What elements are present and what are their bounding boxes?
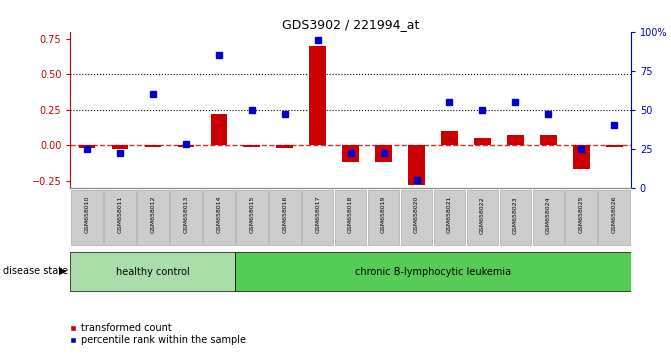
FancyBboxPatch shape [368, 190, 399, 245]
Text: GSM658026: GSM658026 [612, 196, 617, 233]
FancyBboxPatch shape [599, 190, 630, 245]
Bar [309, 46, 326, 145]
Text: GSM658024: GSM658024 [546, 196, 551, 234]
Text: GSM658016: GSM658016 [282, 196, 287, 233]
Text: GSM658021: GSM658021 [447, 196, 452, 233]
Text: GSM658017: GSM658017 [315, 196, 320, 233]
Text: GSM658012: GSM658012 [150, 196, 156, 233]
Bar [507, 135, 523, 145]
Legend: transformed count, percentile rank within the sample: transformed count, percentile rank withi… [65, 319, 250, 349]
Bar [606, 145, 623, 147]
Bar [111, 145, 128, 149]
FancyBboxPatch shape [302, 190, 333, 245]
FancyBboxPatch shape [137, 190, 168, 245]
FancyBboxPatch shape [71, 190, 103, 245]
Bar [442, 131, 458, 145]
FancyBboxPatch shape [70, 252, 236, 291]
Bar [244, 145, 260, 147]
Bar [573, 145, 590, 169]
Text: GSM658015: GSM658015 [249, 196, 254, 233]
Bar [342, 145, 359, 162]
Bar [540, 135, 556, 145]
FancyBboxPatch shape [401, 190, 432, 245]
Text: chronic B-lymphocytic leukemia: chronic B-lymphocytic leukemia [355, 267, 511, 277]
FancyBboxPatch shape [269, 190, 301, 245]
Text: GSM658025: GSM658025 [579, 196, 584, 233]
Bar [408, 145, 425, 185]
Text: disease state: disease state [3, 266, 68, 276]
Text: GSM658014: GSM658014 [216, 196, 221, 233]
Bar [211, 114, 227, 145]
Text: healthy control: healthy control [116, 267, 190, 277]
FancyBboxPatch shape [104, 190, 136, 245]
Text: GSM658023: GSM658023 [513, 196, 518, 234]
FancyBboxPatch shape [236, 252, 631, 291]
FancyBboxPatch shape [236, 190, 268, 245]
Text: GSM658022: GSM658022 [480, 196, 485, 234]
FancyBboxPatch shape [533, 190, 564, 245]
Bar [145, 145, 161, 147]
Text: GSM658010: GSM658010 [85, 196, 89, 233]
Bar [276, 145, 293, 148]
Text: GSM658011: GSM658011 [117, 196, 122, 233]
FancyBboxPatch shape [203, 190, 235, 245]
FancyBboxPatch shape [566, 190, 597, 245]
Text: GSM658020: GSM658020 [414, 196, 419, 233]
Text: GSM658019: GSM658019 [381, 196, 386, 233]
FancyBboxPatch shape [170, 190, 201, 245]
Bar [178, 145, 194, 147]
FancyBboxPatch shape [500, 190, 531, 245]
Text: GSM658013: GSM658013 [183, 196, 189, 233]
Bar [474, 138, 491, 145]
Bar [79, 145, 95, 148]
Text: GSM658018: GSM658018 [348, 196, 353, 233]
Bar [375, 145, 392, 162]
FancyBboxPatch shape [433, 190, 465, 245]
Title: GDS3902 / 221994_at: GDS3902 / 221994_at [282, 18, 419, 31]
FancyBboxPatch shape [466, 190, 499, 245]
FancyBboxPatch shape [335, 190, 366, 245]
Text: ▶: ▶ [59, 266, 66, 276]
